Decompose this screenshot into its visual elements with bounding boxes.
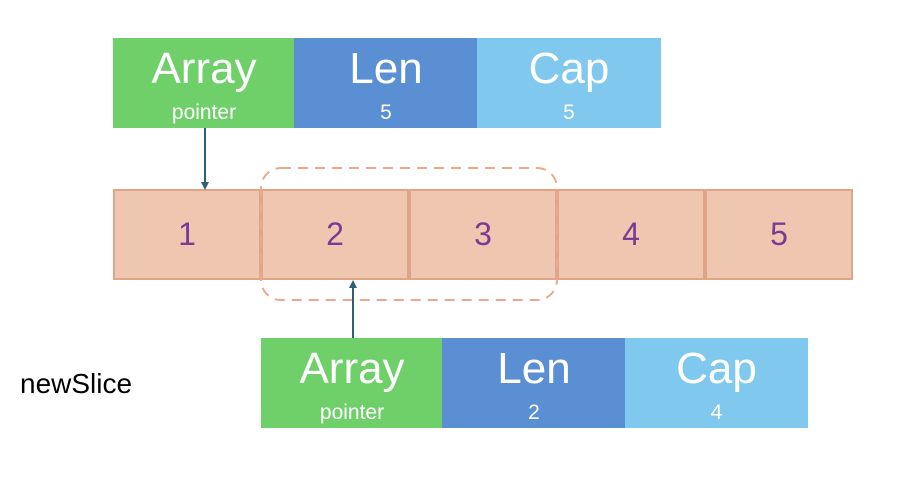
slice-len-box: Len 5 [294,38,478,128]
newslice-len-title: Len [497,344,571,393]
slice-cap-box: Cap 5 [477,38,661,128]
slice-cap-title: Cap [528,44,610,93]
array-cell-2: 2 [261,189,409,280]
slice-len-value: 5 [380,101,392,124]
slice-array-sub: pointer [171,101,237,124]
slice-array-title: Array [151,44,257,93]
slice-len-title: Len [349,44,423,93]
newslice-cap-box: Cap 4 [625,338,808,428]
array-cell-3: 3 [409,189,557,280]
array-cell-1: 1 [113,189,261,280]
newslice-len-box: Len 2 [442,338,626,428]
array-cell-4: 4 [557,189,705,280]
array-cell-5: 5 [705,189,853,280]
newslice-len-value: 2 [528,401,540,424]
newslice-array-pointer-box: Array pointer [261,338,443,428]
slice-cap-value: 5 [563,101,575,124]
newslice-array-title: Array [299,344,405,393]
newslice-label: newSlice [20,368,133,399]
slice-array-pointer-box: Array pointer [113,38,295,128]
newslice-cap-title: Cap [676,344,757,393]
newslice-cap-value: 4 [710,401,723,424]
newslice-array-sub: pointer [319,401,385,424]
newslice-range-highlight [260,167,558,301]
